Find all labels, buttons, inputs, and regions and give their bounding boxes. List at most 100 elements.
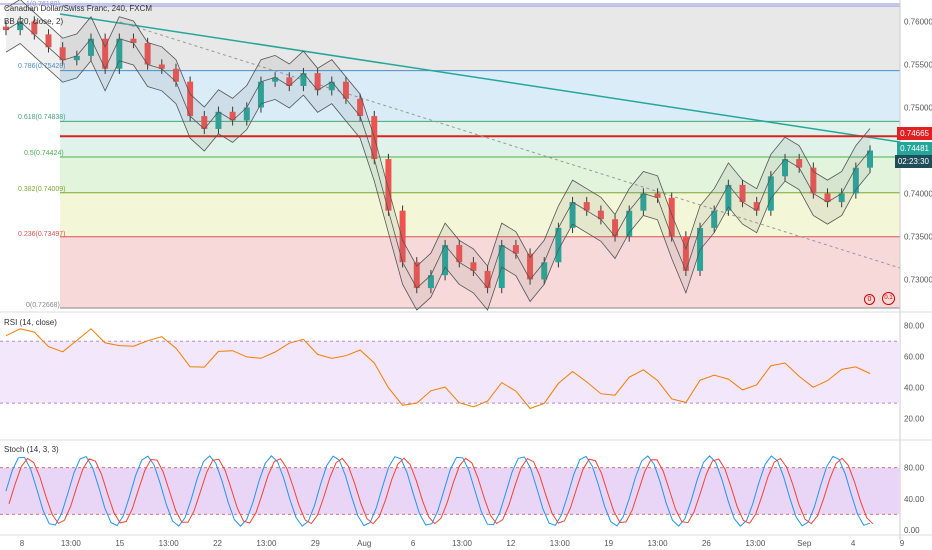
candle-body bbox=[201, 116, 208, 129]
candle-body bbox=[470, 262, 477, 271]
bb-fill bbox=[6, 0, 870, 311]
time-tick-label: 13:00 bbox=[61, 539, 82, 548]
candle-body bbox=[682, 236, 689, 271]
candle-body bbox=[314, 73, 321, 91]
bb-indicator-label[interactable]: BB (20, close, 2) bbox=[4, 17, 64, 26]
time-tick-label: 19 bbox=[604, 539, 613, 548]
time-tick-label: 13:00 bbox=[159, 539, 180, 548]
symbol-title: Canadian Dollar/Swiss Franc, 240, FXCM bbox=[4, 4, 153, 13]
price-tick-label: 0.73500 bbox=[904, 232, 932, 241]
stoch-d-line bbox=[8, 457, 874, 525]
time-tick-label: Aug bbox=[357, 539, 371, 548]
rsi-tick-label: 20.00 bbox=[904, 415, 925, 424]
candle-body bbox=[767, 176, 774, 211]
candle-body bbox=[597, 210, 604, 220]
last-price-tag: 0.74481 bbox=[897, 142, 932, 155]
fib-label-0236: 0.236(0.73497) bbox=[18, 231, 66, 238]
price-tick-label: 0.73000 bbox=[904, 275, 932, 284]
time-tick-label: 8 bbox=[20, 539, 25, 548]
candle-body bbox=[286, 77, 293, 86]
candle-body bbox=[342, 81, 349, 99]
stoch-tick-label: 80.00 bbox=[904, 464, 925, 473]
candle-body bbox=[45, 34, 52, 48]
time-tick-label: 9 bbox=[900, 539, 905, 548]
event-marker-1[interactable]: 0 bbox=[864, 294, 875, 305]
candle-body bbox=[158, 64, 165, 69]
bb-upper bbox=[5, 0, 871, 267]
rsi-tick-label: 60.00 bbox=[904, 353, 925, 362]
candle-body bbox=[215, 111, 222, 129]
candle-body bbox=[711, 210, 718, 228]
candle-body bbox=[31, 21, 38, 35]
candle-body bbox=[612, 219, 619, 237]
candle-body bbox=[753, 202, 760, 211]
candle-body bbox=[867, 150, 873, 168]
candle-body bbox=[399, 210, 406, 263]
stoch-band bbox=[0, 467, 900, 515]
time-tick-label: 26 bbox=[702, 539, 711, 548]
bb-lower bbox=[5, 43, 871, 311]
stoch-tick-label: 0.00 bbox=[904, 526, 920, 535]
fib-zone-3 bbox=[60, 157, 900, 193]
event-marker-2[interactable]: 0.1 bbox=[882, 292, 895, 305]
candle-body bbox=[527, 253, 534, 280]
candle-body bbox=[427, 275, 434, 289]
price-tick-label: 0.75000 bbox=[904, 103, 932, 112]
candle-body bbox=[782, 159, 789, 177]
stoch-tick-label: 40.00 bbox=[904, 495, 925, 504]
fib-label-0618: 0.618(0.74838) bbox=[18, 114, 66, 121]
candle-body bbox=[3, 26, 9, 31]
stoch-k-line bbox=[5, 455, 871, 527]
stoch-label[interactable]: Stoch (14, 3, 3) bbox=[4, 445, 59, 454]
candle-body bbox=[810, 167, 817, 194]
candle-body bbox=[838, 193, 845, 203]
event-marker-1-text: 0 bbox=[864, 294, 875, 305]
candle-body bbox=[824, 193, 831, 203]
candle-body bbox=[17, 21, 24, 31]
time-tick-label: 13:00 bbox=[648, 539, 669, 548]
time-tick-label: 6 bbox=[411, 539, 416, 548]
time-tick-label: 13:00 bbox=[452, 539, 473, 548]
price-tick-label: 0.75500 bbox=[904, 60, 932, 69]
candle-body bbox=[725, 184, 732, 211]
rsi-tick-label: 80.00 bbox=[904, 322, 925, 331]
candle-body bbox=[640, 193, 647, 211]
candle-body bbox=[257, 81, 264, 108]
bb-basis bbox=[5, 21, 871, 289]
candle-body bbox=[357, 98, 364, 117]
time-tick-label: 12 bbox=[506, 539, 515, 548]
candle-body bbox=[144, 42, 151, 65]
rsi-tick-label: 40.00 bbox=[904, 384, 925, 393]
fib-zone-5 bbox=[60, 236, 900, 308]
rsi-line bbox=[5, 328, 871, 410]
fib-zone-4 bbox=[60, 192, 900, 237]
candle-body bbox=[555, 227, 562, 263]
candle-body bbox=[328, 81, 335, 91]
price-tick-label: 0.74000 bbox=[904, 189, 932, 198]
time-tick-label: 13:00 bbox=[550, 539, 571, 548]
candle-body bbox=[59, 47, 66, 61]
price-tick-label: 0.76000 bbox=[904, 17, 932, 26]
time-tick-label: 15 bbox=[115, 539, 124, 548]
fib-label-0786: 0.786(0.75428) bbox=[18, 63, 66, 70]
rsi-band bbox=[0, 341, 900, 404]
candle-body bbox=[87, 38, 94, 56]
fib-label-0382: 0.382(0.74009) bbox=[18, 186, 66, 193]
candle-body bbox=[116, 38, 123, 69]
time-tick-label: 29 bbox=[311, 539, 320, 548]
fib-label-05: 0.5(0.74424) bbox=[24, 150, 64, 157]
rsi-label[interactable]: RSI (14, close) bbox=[4, 318, 57, 327]
candle-body bbox=[484, 270, 491, 289]
candle-body bbox=[668, 197, 675, 237]
candle-body bbox=[442, 245, 449, 276]
fib-zone-0 bbox=[60, 6, 900, 71]
time-tick-label: 22 bbox=[213, 539, 222, 548]
candle-body bbox=[654, 193, 661, 198]
candle-body bbox=[569, 202, 576, 228]
candle-body bbox=[413, 262, 420, 289]
candle-body bbox=[498, 245, 505, 289]
candle-body bbox=[130, 38, 137, 43]
fib-zone-1 bbox=[60, 70, 900, 122]
candle-body bbox=[541, 262, 548, 280]
